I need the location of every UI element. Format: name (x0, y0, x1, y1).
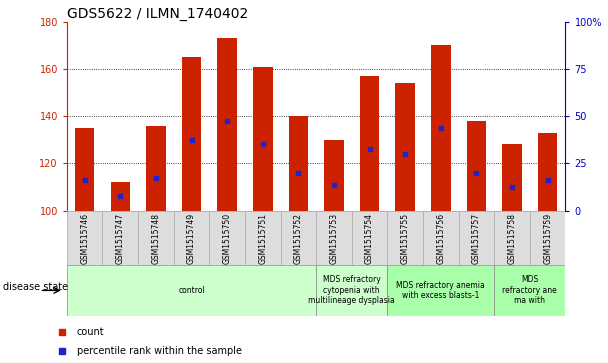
Bar (67, 211, 103, 265)
Text: GSM1515751: GSM1515751 (258, 213, 268, 264)
Text: GSM1515755: GSM1515755 (401, 213, 410, 264)
Text: GSM1515748: GSM1515748 (151, 213, 161, 264)
Bar (280, 211, 316, 265)
Text: GSM1515752: GSM1515752 (294, 213, 303, 264)
Bar (75, 128, 94, 211)
Bar (387, 211, 423, 265)
Bar (182, 57, 201, 211)
Text: percentile rank within the sample: percentile rank within the sample (77, 346, 241, 356)
Bar (67, 265, 316, 316)
Text: GSM1515746: GSM1515746 (80, 213, 89, 264)
Bar (217, 38, 237, 211)
Bar (530, 211, 565, 265)
Text: GSM1515750: GSM1515750 (223, 213, 232, 264)
Text: GSM1515754: GSM1515754 (365, 213, 374, 264)
Bar (494, 211, 530, 265)
Text: GSM1515756: GSM1515756 (437, 213, 445, 264)
Bar (494, 265, 565, 316)
Text: MDS
refractory ane
ma with: MDS refractory ane ma with (502, 276, 557, 305)
Text: GSM1515749: GSM1515749 (187, 213, 196, 264)
Bar (316, 211, 352, 265)
Bar (423, 211, 458, 265)
Text: disease state: disease state (3, 282, 68, 292)
Text: control: control (178, 286, 205, 295)
Bar (387, 265, 494, 316)
Text: GSM1515747: GSM1515747 (116, 213, 125, 264)
Bar (360, 76, 379, 211)
Bar (174, 211, 209, 265)
Bar (502, 144, 522, 211)
Bar (538, 133, 558, 211)
Text: GSM1515757: GSM1515757 (472, 213, 481, 264)
Bar (245, 211, 280, 265)
Bar (111, 182, 130, 211)
Bar (253, 67, 272, 211)
Bar (352, 211, 387, 265)
Bar (103, 211, 138, 265)
Text: MDS refractory
cytopenia with
multilineage dysplasia: MDS refractory cytopenia with multilinea… (308, 276, 395, 305)
Bar (138, 211, 174, 265)
Text: GSM1515758: GSM1515758 (508, 213, 517, 264)
Bar (316, 265, 387, 316)
Bar (431, 45, 451, 211)
Bar (209, 211, 245, 265)
Text: MDS refractory anemia
with excess blasts-1: MDS refractory anemia with excess blasts… (396, 281, 485, 300)
Text: count: count (77, 327, 104, 337)
Text: GDS5622 / ILMN_1740402: GDS5622 / ILMN_1740402 (67, 7, 248, 21)
Bar (466, 121, 486, 211)
Text: GSM1515753: GSM1515753 (330, 213, 339, 264)
Bar (458, 211, 494, 265)
Text: GSM1515759: GSM1515759 (543, 213, 552, 264)
Bar (395, 83, 415, 211)
Bar (146, 126, 166, 211)
Bar (324, 140, 344, 211)
Bar (289, 116, 308, 211)
